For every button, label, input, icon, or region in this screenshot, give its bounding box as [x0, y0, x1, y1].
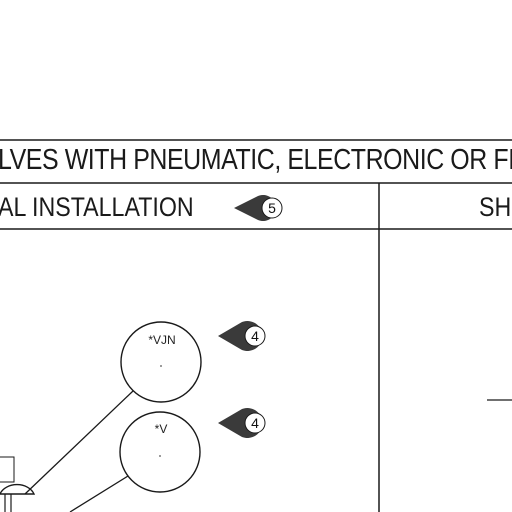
- bubble-dot: [160, 365, 162, 367]
- callout-marker-4-lower: [218, 408, 266, 438]
- table-title: LVES WITH PNEUMATIC, ELECTRONIC OR FIE: [0, 144, 512, 176]
- callout-number: 4: [251, 328, 259, 344]
- callout-number: 5: [268, 200, 276, 216]
- instrument-bubble-vjn: [120, 321, 202, 403]
- callout-number: 4: [251, 415, 259, 431]
- valve-actuator-symbol: [0, 456, 36, 512]
- instrument-tag-v: *V: [154, 422, 168, 436]
- instrument-bubble-v: [119, 411, 201, 493]
- column-header-installation: AL INSTALLATION: [0, 192, 194, 222]
- callout-marker-5: [234, 195, 283, 221]
- column-header-right: SH: [479, 192, 512, 222]
- bubble-dot: [159, 455, 161, 457]
- signal-line-v: [69, 475, 129, 512]
- callout-marker-4-upper: [218, 321, 266, 351]
- signal-line-vjn: [24, 390, 134, 495]
- instrument-tag-vjn: *VJN: [148, 333, 176, 347]
